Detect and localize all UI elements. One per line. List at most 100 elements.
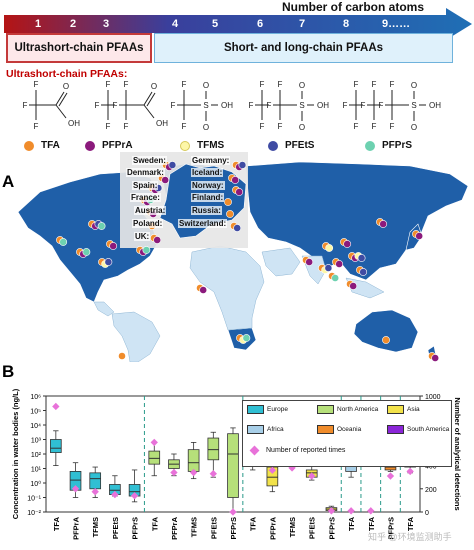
watermark: 知乎 @环境监测助手 <box>368 532 452 542</box>
detections-marker <box>52 402 60 411</box>
map-dot-pfets <box>357 254 366 262</box>
pfets-dot-icon <box>268 140 278 151</box>
box-plot-chart: 10⁻²10⁻¹10⁰10¹10²10³10⁴10⁵10⁶02004006008… <box>11 388 462 540</box>
pfprs-c1-f-top: F <box>354 80 359 89</box>
x-tick-label: TFA <box>249 516 258 531</box>
y-tick-label: 10⁶ <box>30 394 41 401</box>
legend-reported-times-label: Number of reported times <box>266 447 346 454</box>
country-label-poland: Poland: <box>132 219 164 228</box>
legend-pfpra: PFPrA <box>85 140 133 151</box>
box-tfms <box>89 472 102 490</box>
tfms-c1-f-left: F <box>171 101 176 110</box>
tfa-dot-icon <box>24 140 34 151</box>
pfets-o2: O <box>299 123 305 132</box>
y2-tick-label: 0 <box>425 510 429 517</box>
y-tick-label: 10¹ <box>31 467 42 474</box>
australia-shape <box>353 309 419 353</box>
legend-south-america: South America <box>387 425 449 434</box>
legend-oceania-swatch <box>317 425 334 434</box>
short-long-chain-box: Short- and long-chain PFAAs <box>154 33 453 63</box>
x-tick-label: PFPrS <box>131 517 140 540</box>
y-tick-label: 10³ <box>31 438 42 445</box>
map-dot-pfpra <box>343 240 352 248</box>
legend-pfpra-label: PFPrA <box>102 140 133 151</box>
pfpra-co <box>143 91 153 106</box>
detections-marker <box>170 468 178 477</box>
map-dot-pfets <box>168 161 177 169</box>
panel-a-label: A <box>2 172 15 191</box>
legend-pfprs-label: PFPrS <box>382 140 413 151</box>
legend-africa-label: Africa <box>267 426 284 433</box>
detections-marker <box>189 468 198 477</box>
detections-marker <box>406 467 414 476</box>
pfprs-c3-f-bot: F <box>390 122 395 131</box>
pfprs-s: S <box>411 101 416 110</box>
x-tick-label: TFMS <box>91 517 100 537</box>
legend-europe-swatch <box>247 405 264 414</box>
south-america-shape <box>111 311 161 362</box>
arrow-title: Number of carbon atoms <box>282 0 425 14</box>
other-land <box>93 245 385 362</box>
country-label-switzerland: Switzerland: <box>178 219 228 228</box>
map-dot-pfpra <box>335 260 344 268</box>
detections-marker <box>367 507 375 515</box>
map-dot-pfpra <box>231 176 240 184</box>
country-label-uk: UK: <box>134 232 151 241</box>
map-dot-pfets <box>359 268 368 276</box>
map-dot-pfprs <box>97 222 106 230</box>
legend-tfa-label: TFA <box>41 140 60 151</box>
pfpra-c1-f-left: F <box>95 101 100 110</box>
x-tick-label: PFPrA <box>170 516 179 540</box>
tfms-s: S <box>203 101 208 110</box>
map-dot-pfets <box>324 264 333 272</box>
pfprs-c1-f-left: F <box>343 101 348 110</box>
map-dot-pfpra <box>199 286 208 294</box>
map-dot-tfa <box>382 336 390 344</box>
tfa-co <box>55 91 65 106</box>
tfa-oh: OH <box>68 119 80 128</box>
arrow-body <box>4 8 472 40</box>
x-tick-label: TFA <box>52 516 61 531</box>
tfa-c1-f-top: F <box>34 80 39 89</box>
legend-south-america-swatch <box>387 425 404 434</box>
detections-marker <box>347 507 355 515</box>
carbon-number-1: 1 <box>35 18 42 30</box>
pfets-c2-f-bot: F <box>278 122 283 131</box>
legend-oceania-label: Oceania <box>337 426 362 433</box>
legend-europe-label: Europe <box>267 406 288 413</box>
x-tick-label: PFPrS <box>229 517 238 540</box>
ultrashort-chain-box: Ultrashort-chain PFAAs <box>6 33 152 63</box>
country-label-iceland: Iceland: <box>191 168 224 177</box>
map-dot-tfa <box>224 198 232 206</box>
tfa-c1-f-bot: F <box>34 122 39 131</box>
country-label-sweden: Sweden: <box>132 156 167 165</box>
legend-africa-swatch <box>247 425 264 434</box>
legend-south-america-label: South America <box>407 426 450 433</box>
asia-shape <box>245 161 469 281</box>
structures-heading: Ultrashort-chain PFAAs: <box>6 68 128 80</box>
legend-pfets: PFEtS <box>268 140 314 151</box>
map-dot-pfprs <box>82 248 91 256</box>
carbon-number-4: 4 <box>172 18 179 30</box>
x-tick-label: TFA <box>150 516 159 531</box>
pfprs-o1: O <box>411 81 417 90</box>
tfms-oh: OH <box>221 101 233 110</box>
legend-tfms-label: TFMS <box>197 140 225 151</box>
legend-asia-label: Asia <box>407 406 420 413</box>
country-label-finland: Finland: <box>191 193 225 202</box>
legend-tfa: TFA <box>24 140 60 151</box>
box-pfets <box>207 437 220 461</box>
pfets-s: S <box>299 101 304 110</box>
y-tick-label: 10⁻² <box>27 510 41 517</box>
pfprs-c3-f-top: F <box>390 80 395 89</box>
x-tick-label: PFEtS <box>111 517 120 539</box>
country-label-russia: Russia: <box>191 206 222 215</box>
x-tick-label: TFMS <box>288 517 297 537</box>
x-tick-label: PFEtS <box>209 517 218 539</box>
detections-marker <box>111 490 119 499</box>
map-dot-pfprs <box>242 334 251 342</box>
tfa-c1-f-left: F <box>23 101 28 110</box>
map-dot-pfpra <box>379 220 388 228</box>
y-tick-label: 10⁵ <box>30 409 41 416</box>
pfpra-c2-f-bot: F <box>124 122 129 131</box>
